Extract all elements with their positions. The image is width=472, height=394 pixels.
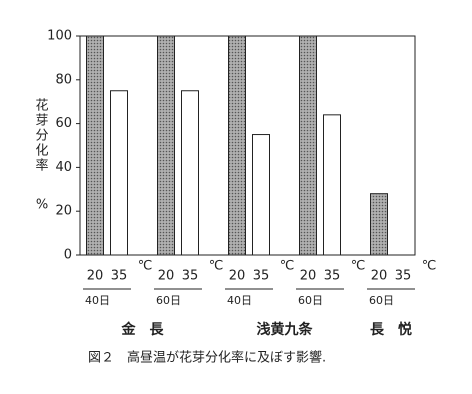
unit-label: ℃ — [422, 259, 437, 274]
group-label: 金 長 — [121, 321, 165, 338]
unit-label: ℃ — [280, 259, 295, 274]
group-label: 長 悦 — [370, 321, 412, 338]
x-tick-label: 20 — [158, 269, 175, 284]
y-tick-label: 40 — [55, 160, 72, 175]
bar — [252, 134, 270, 256]
x-tick-label: 20 — [229, 269, 246, 284]
caption: 図２ 高昼温が花芽分化率に及ぼす影響. — [88, 350, 326, 366]
y-tick-label: 0 — [64, 248, 72, 263]
category-label: 60日 — [298, 294, 323, 307]
y-tick-label: 60 — [55, 116, 72, 131]
group-label: 浅黄九条 — [257, 321, 314, 338]
category-label: 60日 — [369, 294, 394, 307]
y-tick-label: 80 — [55, 72, 72, 87]
bar — [86, 35, 104, 256]
bar — [181, 90, 199, 256]
bar — [370, 193, 388, 256]
x-tick-label: 20 — [300, 269, 317, 284]
y-axis-unit: % — [36, 198, 48, 213]
bar — [323, 114, 341, 256]
unit-label: ℃ — [209, 259, 224, 274]
x-tick-label: 20 — [87, 269, 104, 284]
bar — [157, 35, 175, 256]
x-tick-label: 35 — [395, 269, 412, 284]
category-label: 60日 — [156, 294, 181, 307]
bar — [299, 35, 317, 256]
y-tick-label: 20 — [55, 204, 72, 219]
x-tick-label: 35 — [111, 269, 128, 284]
bar — [228, 35, 246, 256]
x-tick-label: 35 — [324, 269, 341, 284]
x-tick-label: 35 — [253, 269, 270, 284]
y-tick-label: 100 — [47, 29, 72, 44]
plot-frame — [79, 35, 416, 256]
x-tick-label: 35 — [182, 269, 199, 284]
bar — [110, 90, 128, 256]
unit-label: ℃ — [138, 259, 153, 274]
category-label: 40日 — [227, 294, 252, 307]
unit-label: ℃ — [351, 259, 366, 274]
x-tick-label: 20 — [371, 269, 388, 284]
category-label: 40日 — [85, 294, 110, 307]
y-axis-label: 花芽分化率 — [33, 97, 49, 173]
